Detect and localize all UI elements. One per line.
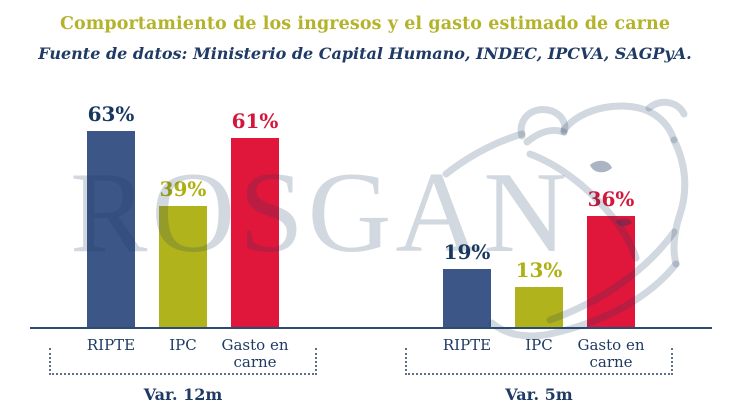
bar-column: 63% xyxy=(87,100,135,328)
category-label: RIPTE xyxy=(86,336,136,354)
category-label: Gasto en carne xyxy=(221,336,289,371)
bar-value-label: 19% xyxy=(443,240,491,264)
group-bracket xyxy=(49,348,317,375)
bar xyxy=(87,131,135,328)
category-label: IPC xyxy=(525,336,553,354)
bar-column: 39% xyxy=(159,100,207,328)
bar xyxy=(443,269,491,328)
group-bracket xyxy=(405,348,673,375)
bar-column: 61% xyxy=(231,100,279,328)
bar xyxy=(159,206,207,328)
category-label: RIPTE xyxy=(442,336,492,354)
chart-title: Comportamiento de los ingresos y el gast… xyxy=(59,14,671,34)
category-label: Gasto en carne xyxy=(577,336,645,371)
bar-value-label: 13% xyxy=(515,258,563,282)
group-period-label: Var. 5m xyxy=(505,385,573,404)
bar xyxy=(231,138,279,328)
x-axis xyxy=(30,327,712,329)
bar-column: 19% xyxy=(443,100,491,328)
bar-column: 36% xyxy=(587,100,635,328)
bar-value-label: 36% xyxy=(587,187,635,211)
bar-group-2: 19% RIPTE 13% IPC 36% Gasto en carne Var. 5m xyxy=(394,100,684,410)
bar-group-1: 63% RIPTE 39% IPC 61% Gasto en carne Var. 12m xyxy=(38,100,328,410)
bar-value-label: 39% xyxy=(159,177,207,201)
category-label: IPC xyxy=(169,336,197,354)
bar-column: 13% xyxy=(515,100,563,328)
group-period-label: Var. 12m xyxy=(143,385,223,404)
bar xyxy=(587,216,635,328)
bar-value-label: 63% xyxy=(87,102,135,126)
chart-subtitle: Fuente de datos: Ministerio de Capital H… xyxy=(38,44,692,63)
bar-value-label: 61% xyxy=(231,109,279,133)
bar xyxy=(515,287,563,328)
